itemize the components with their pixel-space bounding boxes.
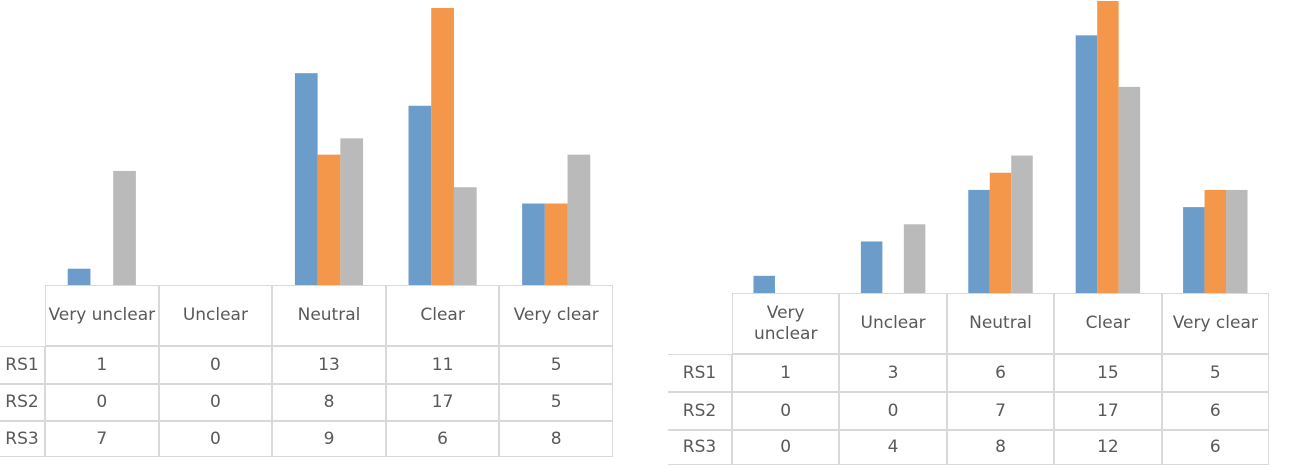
value-cell: 0 [732, 430, 840, 465]
series-label: RS2 [0, 384, 45, 421]
bar [1097, 1, 1119, 293]
value-cell: 0 [45, 384, 159, 421]
value-cell: 0 [158, 384, 273, 421]
category-header: Neutral [272, 285, 386, 346]
category-header: Very clear [1161, 293, 1269, 354]
bar [567, 154, 591, 285]
value-cell: 17 [1054, 392, 1162, 430]
bar [903, 224, 926, 293]
value-cell: 0 [158, 346, 273, 384]
value-cell: 8 [946, 430, 1055, 465]
category-header: Clear [385, 285, 500, 346]
value-cell: 12 [1054, 430, 1162, 465]
value-cell: 0 [158, 421, 273, 457]
value-cell: 13 [272, 346, 386, 384]
series-label: RS1 [0, 346, 45, 384]
bar [340, 138, 364, 285]
category-header: Very clear [499, 285, 613, 346]
value-cell: 0 [839, 392, 947, 430]
value-cell: 7 [946, 392, 1055, 430]
category-header: Clear [1054, 293, 1162, 354]
value-cell: 1 [732, 354, 840, 392]
category-header: Very unclear [45, 285, 159, 346]
category-header: Unclear [158, 285, 273, 346]
value-cell: 11 [385, 346, 500, 384]
category-header: Neutral [946, 293, 1055, 354]
value-cell: 6 [385, 421, 500, 457]
bar [1118, 86, 1141, 293]
value-cell: 8 [272, 384, 386, 421]
category-header: Very unclear [732, 293, 840, 354]
series-label: RS3 [668, 430, 732, 465]
value-cell: 5 [499, 346, 613, 384]
category-header: Unclear [839, 293, 947, 354]
value-cell: 1 [45, 346, 159, 384]
bar [860, 241, 883, 293]
value-cell: 17 [385, 384, 500, 421]
bar [968, 189, 990, 293]
bar [1183, 207, 1205, 293]
series-label: RS3 [0, 421, 45, 457]
bar [294, 73, 318, 285]
value-cell: 6 [1161, 430, 1269, 465]
value-cell: 0 [732, 392, 840, 430]
value-cell: 15 [1054, 354, 1162, 392]
bar [989, 172, 1012, 293]
bar [1011, 155, 1033, 293]
value-cell: 5 [499, 384, 613, 421]
bar [67, 268, 91, 285]
value-cell: 9 [272, 421, 386, 457]
bar [113, 170, 136, 285]
bar [1204, 189, 1227, 293]
bar [408, 105, 432, 285]
bar [1075, 35, 1098, 294]
value-cell: 3 [839, 354, 947, 392]
value-cell: 5 [1161, 354, 1269, 392]
value-cell: 8 [499, 421, 613, 457]
bar [522, 203, 545, 285]
bar [431, 8, 454, 285]
value-cell: 6 [1161, 392, 1269, 430]
bar [317, 154, 341, 285]
bar [544, 203, 568, 285]
value-cell: 4 [839, 430, 947, 465]
series-label: RS1 [668, 354, 732, 392]
bar [753, 275, 775, 293]
bar [1226, 189, 1248, 293]
value-cell: 6 [946, 354, 1055, 392]
series-label: RS2 [668, 392, 732, 430]
value-cell: 7 [45, 421, 159, 457]
bar [453, 187, 477, 285]
